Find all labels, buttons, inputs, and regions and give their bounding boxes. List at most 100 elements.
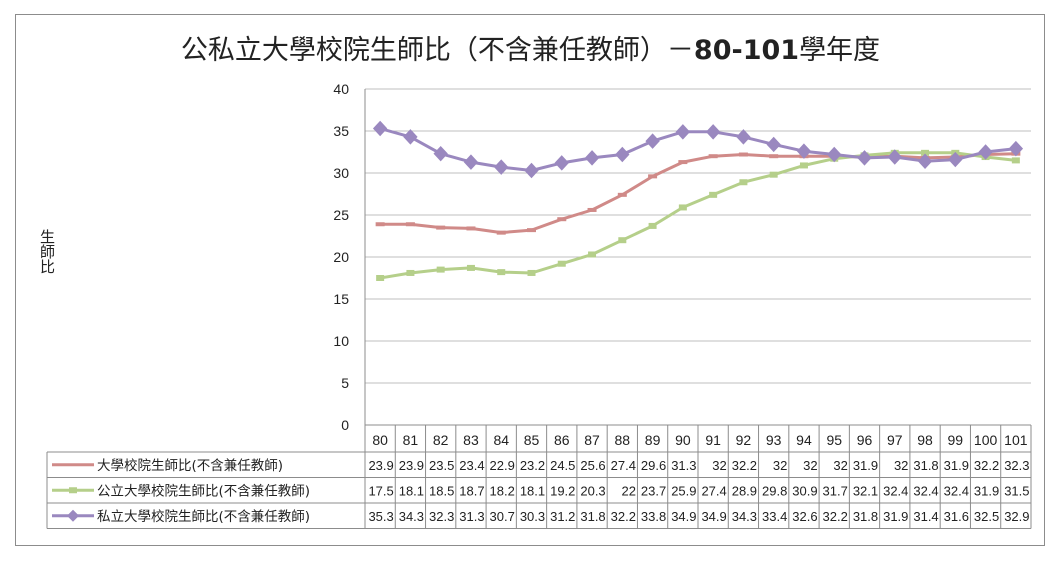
data-label: 23.7 xyxy=(641,483,666,498)
data-label: 32.1 xyxy=(853,483,878,498)
data-point xyxy=(497,269,506,276)
data-point xyxy=(766,136,781,153)
chart-frame xyxy=(15,14,1045,546)
data-point xyxy=(978,144,993,160)
data-label: 23.4 xyxy=(459,458,484,473)
data-point xyxy=(466,226,476,231)
x-tick-label: 92 xyxy=(736,432,752,448)
x-tick-label: 95 xyxy=(826,432,842,448)
data-label: 31.3 xyxy=(459,509,484,524)
data-label: 31.9 xyxy=(974,483,999,498)
data-point xyxy=(584,150,600,166)
x-tick-label: 100 xyxy=(974,432,998,448)
data-point xyxy=(648,174,658,179)
data-point xyxy=(617,192,627,197)
data-label: 17.5 xyxy=(368,483,393,498)
data-point xyxy=(466,264,475,271)
title-prefix: 公私立大學校院生師比（不含兼任教師）－ xyxy=(180,35,694,66)
data-label: 31.2 xyxy=(550,509,575,524)
data-label: 33.8 xyxy=(641,509,666,524)
data-label: 22 xyxy=(621,483,635,498)
data-label: 24.5 xyxy=(550,458,575,473)
data-label: 35.3 xyxy=(368,509,393,524)
data-label: 32 xyxy=(894,458,908,473)
legend-label-3: 私立大學校院生師比(不含兼任教師) xyxy=(97,508,310,525)
data-label: 31.9 xyxy=(883,509,908,524)
data-point xyxy=(588,251,597,258)
data-point xyxy=(678,204,687,211)
title-year-range: 80-101 xyxy=(693,35,800,66)
x-tick-label: 96 xyxy=(857,432,873,448)
data-point xyxy=(618,237,627,244)
series-line-3 xyxy=(379,127,1017,172)
data-label: 23.2 xyxy=(520,458,545,473)
data-label: 31.8 xyxy=(853,509,878,524)
data-point xyxy=(376,275,385,281)
data-label: 34.3 xyxy=(732,509,757,524)
data-label: 27.4 xyxy=(611,458,636,473)
data-label: 31.5 xyxy=(1004,483,1029,498)
data-label: 31.8 xyxy=(580,509,605,524)
data-point xyxy=(675,124,691,140)
data-point xyxy=(739,179,748,186)
data-label: 32.4 xyxy=(883,483,908,498)
data-label: 32.2 xyxy=(823,509,848,524)
data-point xyxy=(648,222,657,229)
data-label: 28.9 xyxy=(732,483,757,498)
data-label: 32.4 xyxy=(944,483,969,498)
series-line-2 xyxy=(379,151,1017,280)
x-tick-label: 86 xyxy=(554,432,570,448)
y-tick-label: 35 xyxy=(333,123,349,139)
legend-marker-3 xyxy=(67,509,79,522)
x-tick-label: 101 xyxy=(1004,432,1028,448)
data-label: 32.6 xyxy=(792,509,817,524)
data-point xyxy=(527,228,536,233)
data-label: 32 xyxy=(803,458,817,473)
y-axis-label: 生師比 xyxy=(38,229,56,274)
data-label: 30.3 xyxy=(520,509,545,524)
data-label: 18.2 xyxy=(490,483,515,498)
data-point xyxy=(496,230,506,235)
legend-label-1: 大學校院生師比(不含兼任教師) xyxy=(97,457,283,474)
data-point xyxy=(615,146,630,163)
data-point xyxy=(887,149,902,165)
data-point xyxy=(436,225,446,230)
data-point xyxy=(917,153,933,169)
x-tick-label: 99 xyxy=(948,432,964,448)
y-tick-label: 5 xyxy=(341,375,349,391)
data-label: 34.9 xyxy=(671,509,696,524)
data-point xyxy=(372,120,388,137)
series-line-1 xyxy=(380,152,1016,235)
data-label: 34.3 xyxy=(399,509,424,524)
x-tick-label: 94 xyxy=(796,432,812,448)
data-label: 18.1 xyxy=(399,483,424,498)
data-label: 25.6 xyxy=(580,458,605,473)
data-label: 29.6 xyxy=(641,458,666,473)
y-tick-label: 15 xyxy=(333,291,349,307)
data-label: 32.2 xyxy=(732,458,757,473)
data-point xyxy=(705,124,721,140)
legend-label-2: 公立大學校院生師比(不含兼任教師) xyxy=(97,482,310,499)
data-point xyxy=(678,160,688,165)
x-tick-label: 83 xyxy=(463,432,479,448)
data-label: 32.5 xyxy=(974,509,999,524)
data-point xyxy=(494,159,509,175)
y-tick-label: 0 xyxy=(341,417,349,433)
data-label: 32 xyxy=(712,458,726,473)
data-label: 31.7 xyxy=(823,483,848,498)
data-point xyxy=(948,151,963,168)
data-label: 20.3 xyxy=(580,483,605,498)
data-point xyxy=(554,155,569,171)
data-point xyxy=(921,149,930,156)
data-point xyxy=(769,154,779,159)
data-point xyxy=(375,222,385,227)
data-point xyxy=(796,143,812,159)
data-label: 22.9 xyxy=(490,458,515,473)
data-label: 31.8 xyxy=(913,458,938,473)
data-label: 23.9 xyxy=(399,458,424,473)
data-label: 31.3 xyxy=(671,458,696,473)
data-point xyxy=(405,222,415,227)
x-tick-label: 93 xyxy=(766,432,782,448)
data-label: 31.6 xyxy=(944,509,969,524)
